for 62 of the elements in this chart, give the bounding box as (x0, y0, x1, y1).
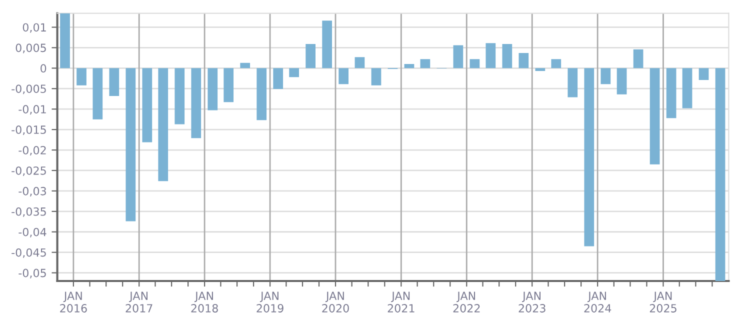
bar (600, 68, 611, 84)
bar (518, 53, 529, 68)
bar (289, 68, 300, 78)
bar (256, 68, 267, 120)
x-tick-label: JAN 2024 (584, 292, 612, 312)
x-tick-label: JAN 2019 (256, 292, 284, 312)
bar (616, 68, 627, 94)
bar (682, 68, 692, 108)
bar (470, 59, 480, 68)
bar (650, 68, 660, 164)
bar (551, 59, 562, 68)
bar (126, 68, 136, 222)
bar (142, 68, 152, 142)
x-tick-label: JAN 2016 (60, 292, 87, 312)
y-tick-label: -0,015 (12, 126, 46, 136)
y-tick-label: 0,01 (22, 23, 46, 33)
y-tick-label: -0,01 (18, 105, 46, 115)
bar (109, 68, 120, 96)
bar (306, 44, 316, 68)
bar (535, 68, 546, 72)
bar (322, 20, 332, 68)
bar (76, 68, 86, 86)
x-tick-label: JAN 2020 (322, 292, 349, 312)
bar (568, 68, 578, 98)
bar (354, 57, 365, 68)
y-tick-label: -0,005 (12, 84, 46, 94)
x-tick-label: JAN 2023 (518, 292, 546, 312)
bar (404, 64, 414, 68)
bar (174, 68, 185, 124)
y-tick-label: -0,03 (18, 186, 46, 196)
y-tick-label: -0,025 (12, 166, 46, 176)
bar (208, 68, 218, 110)
y-tick-label: -0,04 (18, 228, 46, 238)
bar (273, 68, 284, 90)
y-tick-label: 0,005 (16, 44, 46, 54)
bar (338, 68, 349, 84)
y-tick-label: -0,035 (12, 207, 46, 217)
bar (191, 68, 202, 138)
bar (240, 62, 250, 68)
x-tick-label: JAN 2022 (453, 292, 480, 312)
bar (92, 68, 103, 120)
x-tick-label: JAN 2017 (126, 292, 152, 312)
y-tick-label: 0 (40, 64, 46, 73)
bar (698, 68, 709, 80)
bar (371, 68, 382, 86)
bar (158, 68, 168, 182)
bar (584, 68, 594, 246)
y-tick-label: -0,05 (18, 268, 46, 278)
x-tick-label: JAN 2021 (388, 292, 414, 312)
bar (453, 45, 464, 68)
bar (60, 13, 70, 68)
bar (715, 68, 726, 281)
x-tick-label: JAN 2025 (650, 292, 676, 312)
bar (224, 68, 234, 102)
bar (633, 49, 644, 68)
bar (420, 59, 430, 68)
y-tick-label: -0,02 (18, 146, 46, 156)
bar (486, 43, 496, 68)
bar (502, 44, 512, 68)
x-tick-label: JAN 2018 (191, 292, 218, 312)
bar (666, 68, 676, 118)
y-tick-label: -0,045 (12, 248, 46, 258)
